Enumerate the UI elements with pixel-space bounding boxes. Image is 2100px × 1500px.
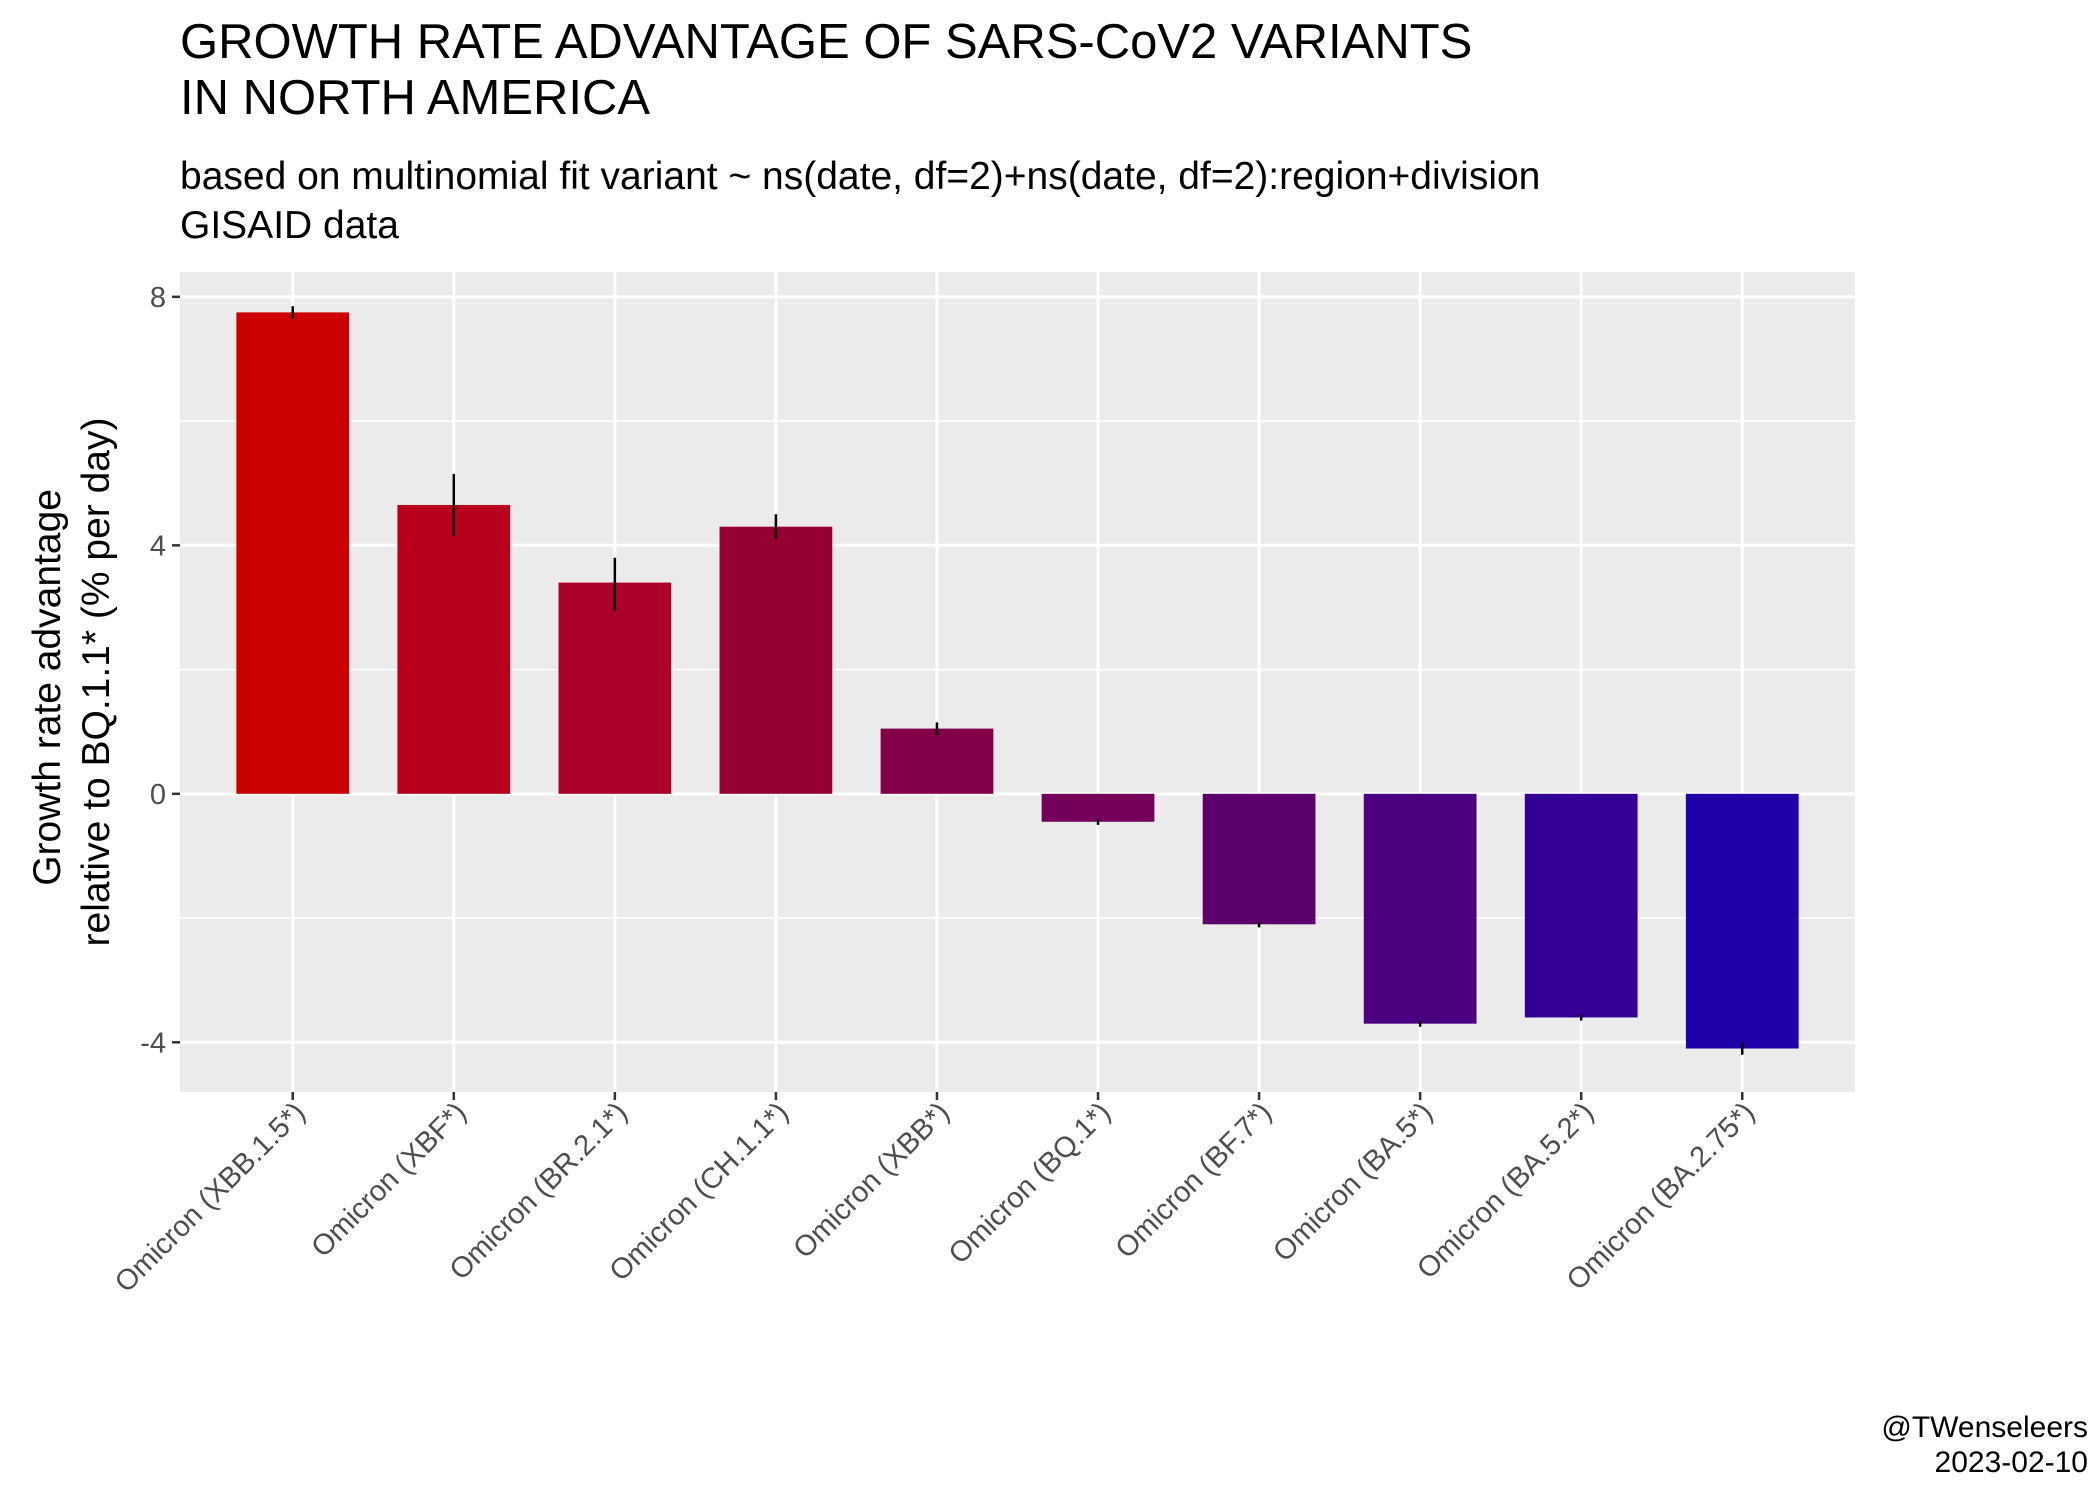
bars (236, 312, 1799, 1049)
chart-subtitle-line-1: based on multinomial fit variant ~ ns(da… (180, 155, 1541, 198)
bar (719, 526, 833, 794)
error-bars (291, 306, 1744, 1055)
x-tick-label: Omicron (BR.2.1*) (444, 1096, 634, 1286)
y-tick-label: 4 (150, 530, 166, 562)
chart-subtitle-line-2: GISAID data (180, 204, 399, 247)
x-tick-label: Omicron (CH.1.1*) (604, 1096, 795, 1287)
x-tick-label: Omicron (BA.5*) (1267, 1096, 1439, 1268)
chart-title: GROWTH RATE ADVANTAGE OF SARS-CoV2 VARIA… (180, 14, 1472, 126)
bar (1202, 793, 1316, 925)
bar (397, 504, 511, 794)
y-axis-title: Growth rate advantage relative to BQ.1.1… (26, 418, 118, 947)
bar (1041, 793, 1155, 822)
x-tick-label: Omicron (BF.7*) (1110, 1096, 1278, 1264)
x-tick-label: Omicron (XBB.1.5*) (109, 1096, 312, 1299)
caption-author: @TWenseleers (1881, 1411, 2088, 1444)
x-tick-label: Omicron (XBF*) (305, 1096, 472, 1263)
y-tick-label: -4 (140, 1027, 166, 1059)
bar (1363, 793, 1477, 1024)
caption-date: 2023-02-10 (1934, 1446, 2088, 1479)
chart-title-line-2: IN NORTH AMERICA (180, 71, 651, 125)
x-tick-label: Omicron (BA.5.2*) (1411, 1096, 1600, 1285)
y-tick-label: 8 (150, 282, 166, 314)
y-axis-title-line-1: Growth rate advantage (26, 489, 69, 886)
y-axis: -4 0 4 8 (140, 282, 180, 1059)
x-axis: Omicron (XBB.1.5*)Omicron (XBF*)Omicron … (109, 1092, 1761, 1299)
x-tick-label: Omicron (XBB*) (787, 1096, 955, 1264)
chart-title-line-1: GROWTH RATE ADVANTAGE OF SARS-CoV2 VARIA… (180, 15, 1473, 69)
bar (236, 312, 350, 794)
x-tick-label: Omicron (BQ.1*) (943, 1096, 1117, 1270)
bar (880, 728, 994, 794)
y-tick-label: 0 (150, 779, 166, 811)
bar (558, 582, 672, 794)
bar (1685, 793, 1799, 1049)
bar (1524, 793, 1638, 1018)
y-axis-title-line-2: relative to BQ.1.1* (% per day) (75, 418, 118, 947)
chart-subtitle: based on multinomial fit variant ~ ns(da… (180, 152, 1540, 250)
caption: @TWenseleers 2023-02-10 (1881, 1410, 2088, 1480)
